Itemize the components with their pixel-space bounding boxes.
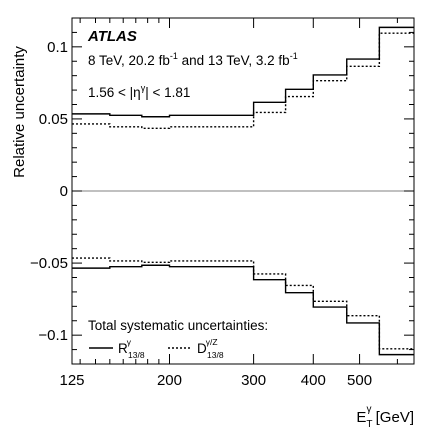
y-tick-label: 0 (60, 183, 68, 200)
y-tick-label: −0.1 (38, 327, 68, 344)
legend: Total systematic uncertainties: Rγ 13/8 D… (88, 318, 268, 360)
y-tick-label: 0.05 (39, 111, 68, 128)
x-axis-title: ETγ [GeV] (356, 404, 414, 430)
legend-entry-R: Rγ 13/8 (118, 337, 145, 360)
x-axis-ticks: 125 200 300 400 500 (59, 18, 398, 389)
legend-entry-D: Dγ/Z 13/8 (197, 337, 224, 360)
y-tick-label: −0.05 (30, 255, 68, 272)
x-tick-label: 300 (241, 372, 266, 389)
series-R_up (72, 26, 414, 118)
series-D_down (72, 257, 414, 350)
selection-label: 1.56 < |ηγ| < 1.81 (88, 83, 190, 100)
series-layer (72, 26, 414, 356)
y-axis-ticks: 0.1 0.05 0 −0.05 −0.1 (30, 17, 414, 365)
luminosity-label: 8 TeV, 20.2 fb-1 and 13 TeV, 3.2 fb-1 (88, 51, 298, 68)
x-tick-label: 400 (301, 372, 326, 389)
legend-title: Total systematic uncertainties: (88, 318, 268, 333)
series-R_down (72, 264, 414, 356)
x-tick-label: 200 (157, 372, 182, 389)
x-tick-label: 500 (347, 372, 372, 389)
series-D_up (72, 32, 414, 129)
y-axis-title: Relative uncertainty (11, 46, 28, 178)
x-tick-label: 125 (59, 372, 84, 389)
experiment-label: ATLAS (87, 28, 137, 45)
y-tick-label: 0.1 (47, 39, 68, 56)
